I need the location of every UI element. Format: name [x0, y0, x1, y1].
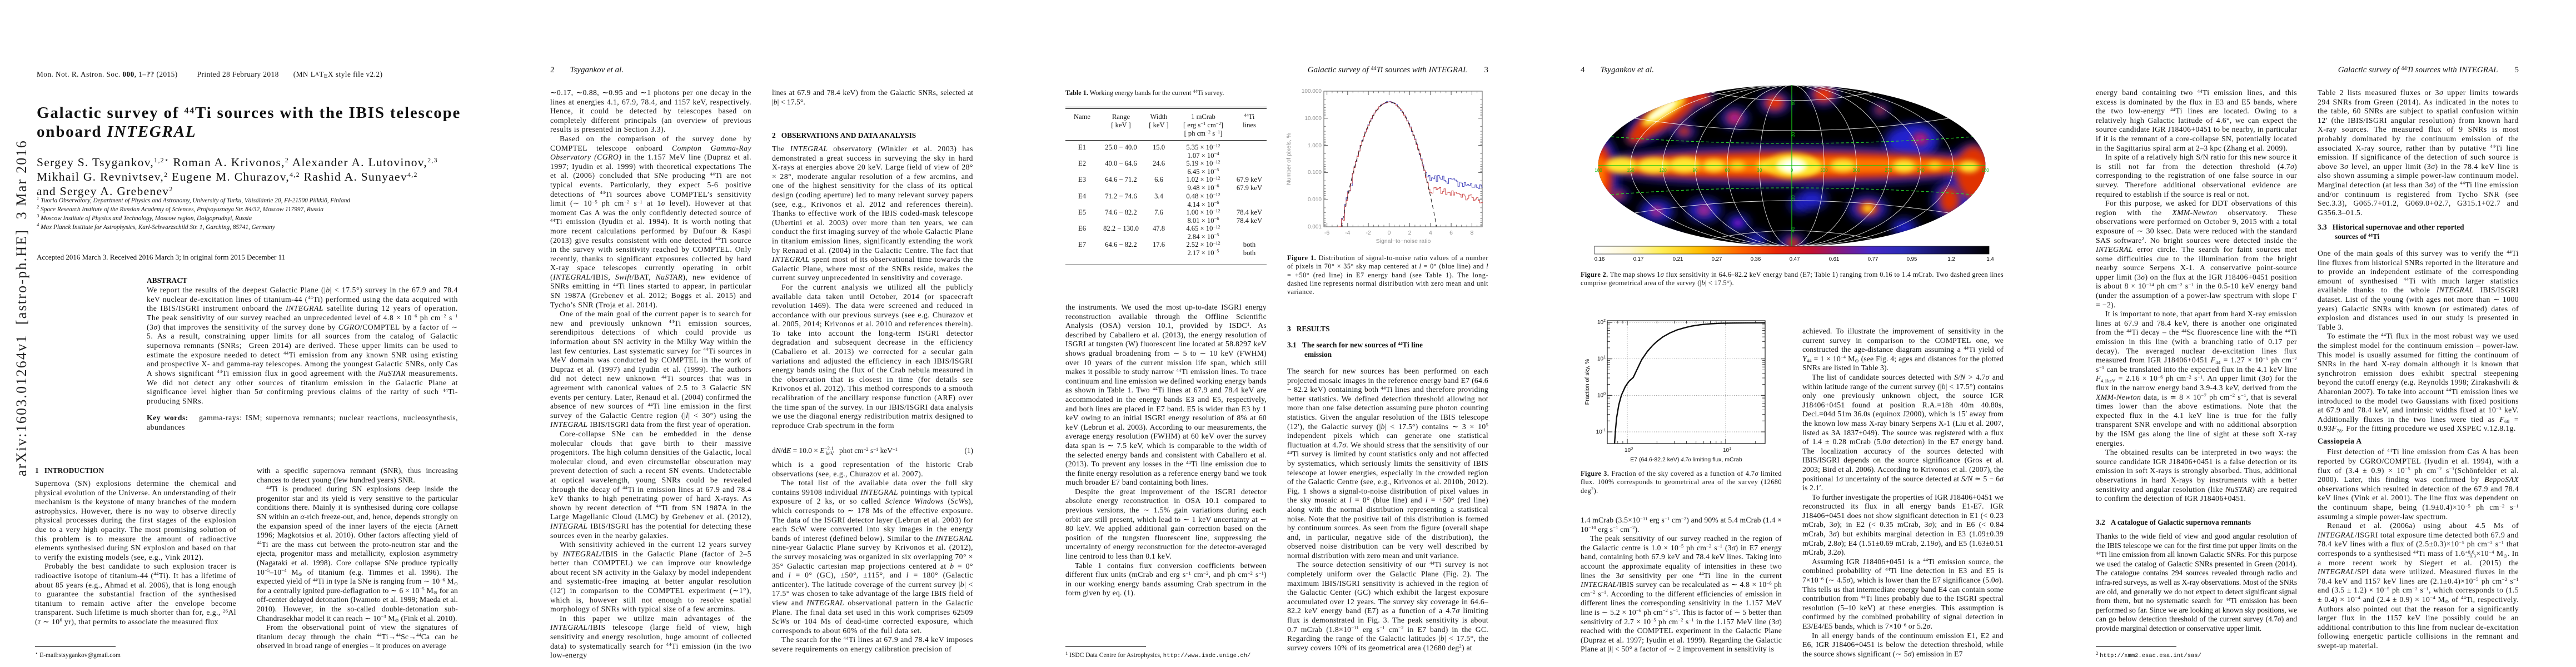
svg-text:60: 60: [1725, 168, 1730, 173]
svg-text:0.27: 0.27: [1712, 256, 1722, 262]
svg-text:210: 210: [1949, 168, 1957, 173]
svg-text:270: 270: [1885, 168, 1892, 173]
svg-text:100: 100: [1597, 392, 1606, 399]
svg-text:1.2: 1.2: [1947, 256, 1955, 262]
svg-text:0: 0: [1387, 230, 1391, 236]
svg-text:0.36: 0.36: [1751, 256, 1761, 262]
svg-text:0.61: 0.61: [1829, 256, 1840, 262]
svg-text:101: 101: [1723, 447, 1731, 454]
svg-text:101: 101: [1597, 356, 1606, 362]
svg-text:10-1: 10-1: [1596, 429, 1606, 435]
svg-text:-6: -6: [1324, 230, 1329, 236]
svg-text:0.47: 0.47: [1790, 256, 1800, 262]
svg-text:-4: -4: [1345, 230, 1350, 236]
svg-text:1.4: 1.4: [1986, 256, 1994, 262]
svg-text:-30: -30: [1791, 195, 1796, 202]
svg-text:150: 150: [1627, 168, 1635, 173]
svg-text:-60: -60: [1791, 227, 1796, 233]
svg-text:8: 8: [1470, 230, 1473, 236]
svg-text:100.000: 100.000: [1302, 88, 1322, 94]
svg-text:102: 102: [1597, 319, 1606, 326]
svg-text:100: 100: [1625, 447, 1633, 454]
svg-text:330: 330: [1820, 168, 1828, 173]
svg-text:Number of pixels, %: Number of pixels, %: [1285, 133, 1292, 185]
svg-text:6: 6: [1449, 230, 1453, 236]
svg-text:Fraction of sky, %: Fraction of sky, %: [1584, 359, 1591, 405]
svg-text:4: 4: [1429, 230, 1432, 236]
svg-text:180: 180: [1981, 168, 1989, 173]
svg-text:0.100: 0.100: [1308, 170, 1322, 176]
svg-text:0.95: 0.95: [1907, 256, 1917, 262]
svg-text:0: 0: [1791, 168, 1793, 173]
svg-text:30: 30: [1757, 168, 1762, 173]
svg-text:60: 60: [1791, 100, 1796, 105]
svg-text:0.16: 0.16: [1595, 256, 1605, 262]
svg-text:30: 30: [1791, 132, 1796, 137]
svg-text:Signal−to−noise ratio: Signal−to−noise ratio: [1376, 238, 1431, 245]
svg-text:0.17: 0.17: [1633, 256, 1644, 262]
svg-text:0.21: 0.21: [1673, 256, 1683, 262]
svg-text:0.001: 0.001: [1308, 224, 1322, 230]
svg-text:120: 120: [1659, 168, 1667, 173]
svg-text:180: 180: [1595, 168, 1602, 173]
svg-text:E7 (64.6-82.2 keV) 4.7σ limiti: E7 (64.6-82.2 keV) 4.7σ limiting flux, m…: [1630, 456, 1742, 463]
svg-text:0.010: 0.010: [1308, 197, 1322, 203]
svg-text:300: 300: [1852, 168, 1860, 173]
svg-text:90: 90: [1693, 168, 1698, 173]
svg-text:10.000: 10.000: [1304, 116, 1322, 122]
svg-text:0.77: 0.77: [1868, 256, 1879, 262]
svg-text:2: 2: [1408, 230, 1412, 236]
svg-text:1.000: 1.000: [1308, 143, 1322, 149]
svg-text:-2: -2: [1366, 230, 1371, 236]
svg-text:240: 240: [1917, 168, 1925, 173]
